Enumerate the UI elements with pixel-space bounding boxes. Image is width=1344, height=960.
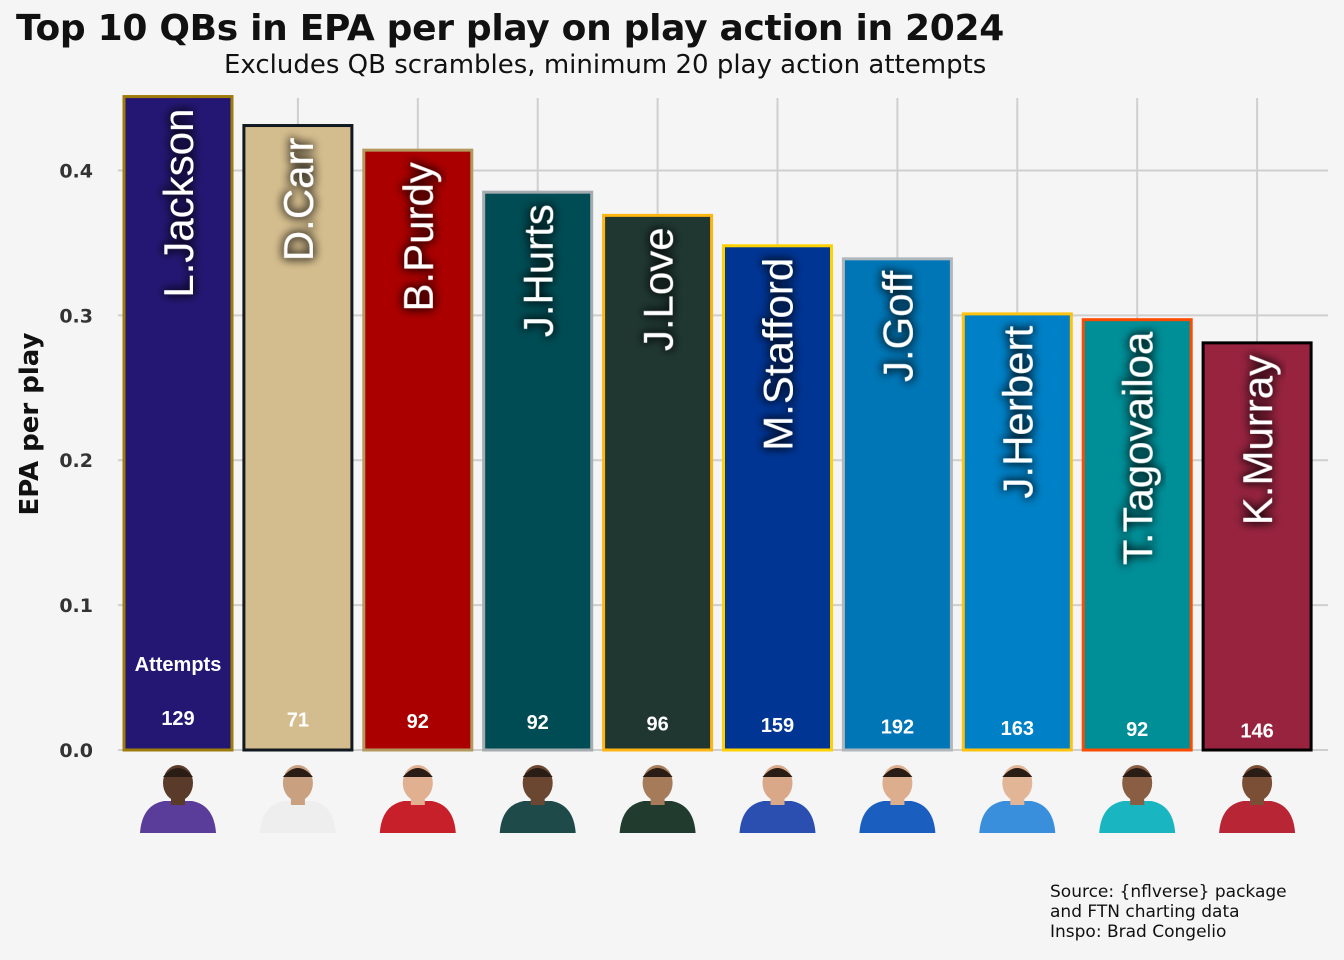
- chart-title: Top 10 QBs in EPA per play on play actio…: [16, 8, 1005, 49]
- caption-line: Inspo: Brad Congelio: [1050, 922, 1227, 942]
- bar-name-label: D.Carr: [275, 138, 322, 262]
- bars: [122, 95, 1313, 752]
- y-tick-label: 0.4: [59, 160, 93, 182]
- y-axis: 0.0 0.1 0.2 0.3 0.4 EPA per play: [15, 160, 93, 762]
- attempts-header: Attempts: [135, 654, 222, 676]
- bar-name-label: J.Hurts: [515, 204, 562, 337]
- bar-name-label: J.Goff: [874, 271, 921, 383]
- bar-name-label: K.Murray: [1234, 355, 1281, 525]
- attempts-value: 129: [161, 708, 194, 730]
- bar-name-label: J.Love: [635, 227, 682, 351]
- player-headshots: [140, 765, 1296, 833]
- bar-name-label: M.Stafford: [755, 258, 802, 451]
- bar-l-jackson: [122, 95, 234, 752]
- bar-k-murray: [1201, 341, 1313, 752]
- attempts-value: 71: [287, 709, 309, 731]
- attempts-value: 92: [407, 711, 429, 733]
- bar-b-purdy: [362, 148, 474, 752]
- bar-name-label: L.Jackson: [155, 109, 202, 298]
- bar-j-love: [602, 213, 714, 752]
- y-tick-label: 0.1: [59, 595, 93, 617]
- bar-labels: L.Jackson 129 D.Carr 71 B.Purdy 92 J.Hurts 92 J.…: [135, 109, 1281, 743]
- bar-name-label: B.Purdy: [395, 162, 442, 311]
- bar-t-tagovailoa: [1081, 318, 1193, 752]
- player-headshot: [259, 765, 336, 833]
- y-tick-label: 0.0: [59, 740, 93, 762]
- attempts-value: 92: [527, 712, 549, 734]
- bar-d-carr: [242, 124, 354, 752]
- attempts-value: 192: [881, 716, 914, 738]
- player-headshot: [1219, 765, 1296, 833]
- caption-line: Source: {nflverse} package: [1050, 882, 1287, 902]
- bar-j-herbert: [961, 312, 1073, 752]
- caption-line: and FTN charting data: [1050, 902, 1240, 922]
- player-headshot: [859, 765, 936, 833]
- bar-j-goff: [841, 257, 953, 752]
- y-tick-label: 0.2: [59, 450, 93, 472]
- chart-caption: Source: {nflverse} package and FTN chart…: [1050, 882, 1287, 942]
- attempts-value: 159: [761, 715, 794, 737]
- bar-name-label: J.Herbert: [994, 326, 1041, 499]
- player-headshot: [979, 765, 1056, 833]
- player-headshot: [1099, 765, 1176, 833]
- attempts-value: 163: [1001, 718, 1034, 740]
- player-headshot: [140, 765, 216, 833]
- chart-subtitle: Excludes QB scrambles, minimum 20 play a…: [224, 50, 987, 80]
- player-headshot: [379, 765, 456, 833]
- bar-name-label: T.Tagovailoa: [1114, 331, 1161, 565]
- attempts-value: 146: [1240, 721, 1273, 743]
- player-headshot: [499, 765, 576, 833]
- attempts-value: 96: [646, 714, 668, 736]
- player-headshot: [619, 765, 696, 833]
- y-tick-label: 0.3: [59, 305, 93, 327]
- y-axis-label: EPA per play: [15, 332, 45, 515]
- bar-m-stafford: [722, 244, 833, 752]
- attempts-value: 92: [1126, 719, 1148, 741]
- player-headshot: [739, 765, 816, 833]
- bar-j-hurts: [482, 190, 594, 752]
